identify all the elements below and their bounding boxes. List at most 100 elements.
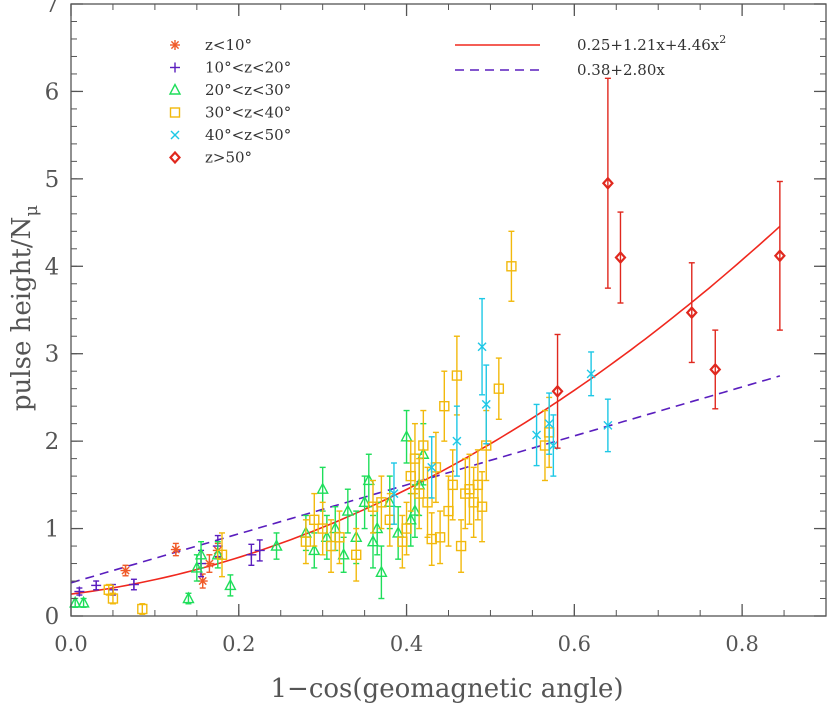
data-point [334,510,345,565]
point-marker [400,429,413,442]
point-marker [74,586,85,597]
point-marker [300,536,312,547]
marker-shape [308,543,321,556]
axes: 0.0 0.2 0.4 0.6 0.8 0 1 2 3 4 5 6 7 [45,0,827,656]
marker-shape [413,488,425,499]
error-bar [470,466,477,539]
error-bar [688,262,695,364]
error-bar [479,471,486,543]
data-point [216,532,228,578]
error-bar [386,492,393,547]
legend-fit-entry: 0.25+1.21x+4.46x2 [455,33,726,54]
x-tick-label: 0.6 [558,632,591,656]
x-tick-label: 0.4 [390,632,423,656]
data-point [709,329,722,410]
data-point [91,580,102,591]
legend-entry: z>50° [169,149,252,167]
error-bar [370,479,376,534]
y-tick-label: 0 [45,604,60,630]
legend: z<10° 10°<z<20° 20°<z<30° 30°<z<40° 40°<z<50… [168,33,726,167]
point-marker [451,370,463,381]
y-tick-label: 4 [45,254,60,280]
x-tick-label: 0.0 [54,632,87,656]
error-bar [403,501,410,556]
error-bar [273,532,280,560]
point-marker [371,521,384,534]
error-bar [495,357,502,420]
error-bar [420,409,427,482]
data-point [481,364,491,445]
data-point [400,409,413,464]
error-bar [712,329,719,410]
data-point [246,543,257,566]
point-marker [455,540,467,552]
point-marker [246,549,257,560]
marker-stroke [548,441,558,451]
marker-shape [371,521,384,534]
marker-stroke [170,130,180,140]
data-point [544,392,554,455]
marker-stroke [603,420,613,430]
marker-shape [418,440,429,451]
legend-label: 20°<z<30° [205,81,291,99]
data-point [493,357,505,420]
marker-shape [400,429,413,442]
error-bar [198,540,205,569]
point-marker [362,473,375,486]
marker-stroke [452,436,462,446]
point-marker [476,501,488,512]
point-marker [506,261,517,272]
error-bar [344,488,351,534]
point-marker [366,534,380,547]
marker-shape [168,82,182,95]
data-point [476,471,488,543]
data-point [309,492,320,547]
data-point [204,554,215,573]
data-point [182,591,195,605]
y-axis-label-main: pulse height/N [7,217,37,412]
data-point [389,462,399,525]
marker-shape [434,532,446,543]
x-tick-label: 0.2 [222,632,255,656]
data-point [439,370,450,442]
marker-shape [493,383,505,394]
legend-marker [168,82,182,95]
error-bar [508,230,515,302]
point-marker [413,488,425,499]
marker-shape [325,540,337,552]
marker-shape [447,479,458,491]
data-point [254,539,265,562]
data-point [317,501,328,556]
data-point [548,414,558,477]
marker-stroke [532,430,542,440]
point-marker [477,342,487,352]
error-bar [395,506,402,560]
data-point [197,573,208,589]
marker-stroke [389,489,399,499]
data-point [341,488,354,534]
point-marker [375,565,388,577]
marker-shape [451,370,463,381]
fit-line-2 [70,375,781,584]
marker-shape [341,504,354,516]
point-marker [447,479,458,491]
marker-shape [401,523,412,534]
data-point [614,211,627,304]
marker-shape [316,482,329,494]
error-bar [219,532,225,578]
data-point [477,297,487,396]
point-marker [401,523,412,534]
error-bar [328,519,335,573]
y-axis-label: pulse height/Nμ [7,205,42,412]
error-bar [311,492,318,547]
point-marker [194,547,208,560]
data-point [137,603,148,615]
data-point [447,449,458,521]
point-marker [773,249,786,263]
error-bar [432,431,439,504]
marker-shape [614,250,627,265]
marker-shape [375,565,388,577]
y-tick-label: 7 [45,0,60,18]
point-marker [493,383,505,394]
